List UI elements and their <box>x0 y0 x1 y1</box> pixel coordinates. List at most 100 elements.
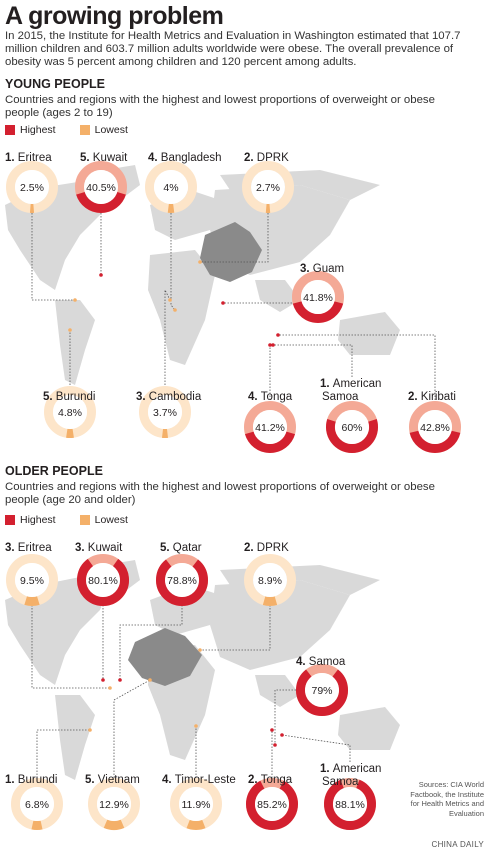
location-dot-kiribati <box>276 333 280 337</box>
donut-hole <box>333 787 367 821</box>
location-dot-dprk <box>198 648 202 652</box>
donut-value-arc <box>186 819 206 830</box>
location-dot-qatar <box>118 678 122 682</box>
donut-value-label: 78.8% <box>167 575 197 587</box>
rank-label: 4. <box>148 152 161 164</box>
legend-swatch-lowest <box>79 125 90 135</box>
country-name: DPRK <box>257 542 289 554</box>
country-name-line2: Samoa <box>322 776 359 788</box>
leader-lines <box>31 210 436 778</box>
country-name: Samoa <box>309 656 346 668</box>
donut-value-label: 41.8% <box>303 292 333 304</box>
country-label-samoa: 4. Samoa <box>296 656 346 668</box>
donut-hole <box>305 673 339 707</box>
donut-value-arc <box>244 431 296 453</box>
leader-line-american-samoa <box>281 734 351 762</box>
donut-hole <box>418 410 452 444</box>
country-label-guam: 3. Guam <box>300 263 344 275</box>
rank-label: 2. <box>244 542 257 554</box>
donut-burundi: 4.8% <box>44 386 96 439</box>
location-dot-tonga <box>270 728 274 732</box>
donut-value-label: 11.9% <box>182 799 211 811</box>
location-dot-burundi <box>68 328 72 332</box>
donut-value-arc <box>324 779 376 830</box>
section-title-young: YOUNG PEOPLE <box>5 77 106 91</box>
map-asia <box>210 580 350 670</box>
donut-value-arc <box>246 780 298 830</box>
legend-label-highest: Highest <box>20 124 56 136</box>
location-dot-eritrea <box>108 686 112 690</box>
donut-american-samoa: 60% <box>326 401 378 453</box>
rank-label: 4. <box>248 391 261 403</box>
location-dot-guam <box>221 301 225 305</box>
donut-kuwait: 40.5% <box>75 161 127 213</box>
donut-burundi: 6.8% <box>11 778 63 830</box>
country-name: Bangladesh <box>161 152 222 164</box>
donut-charts: 2.5% 1. Eritrea 40.5% 5. Kuwait 4% 4. Banglad… <box>5 152 461 830</box>
legend-swatch-highest <box>5 515 15 525</box>
donut-cambodia: 3.7% <box>139 386 191 438</box>
country-name: American <box>333 763 382 775</box>
country-name: Guam <box>313 263 344 275</box>
donut-value-label: 88.1% <box>335 799 365 811</box>
country-name: Burundi <box>18 774 58 786</box>
country-label-dprk: 2. DPRK <box>244 542 289 554</box>
legend-item-lowest: Lowest <box>79 514 128 526</box>
rank-label: 1. <box>320 763 333 775</box>
rank-label: 1. <box>320 378 333 390</box>
donut-hole <box>53 395 87 429</box>
donut-hole <box>253 410 287 444</box>
donut-value-label: 2.5% <box>20 182 44 194</box>
map-south-america <box>55 300 95 385</box>
country-name: Tonga <box>261 391 293 403</box>
donut-dprk: 8.9% <box>244 554 296 606</box>
donut-value-arc <box>103 819 125 830</box>
leader-line-samoa <box>274 689 296 745</box>
section-subtitle-older: Countries and regions with the highest a… <box>5 481 435 506</box>
donut-value-arc <box>24 596 40 606</box>
location-dot-samoa <box>273 743 277 747</box>
location-dot-eritrea <box>73 298 77 302</box>
rank-label: 3. <box>5 542 18 554</box>
country-label-qatar: 5. Qatar <box>160 542 202 554</box>
donut-value-label: 85.2% <box>257 799 287 811</box>
page-title: A growing problem <box>5 2 224 30</box>
map-china-highlight <box>128 628 202 686</box>
location-dot-american-samoa <box>280 733 284 737</box>
donut-kuwait: 80.1% <box>77 554 129 606</box>
donut-hole <box>301 280 335 314</box>
location-dot-dprk <box>198 260 202 264</box>
leader-line-bangladesh <box>170 210 176 311</box>
donut-value-arc <box>409 430 461 453</box>
leader-line-vietnam <box>113 679 151 778</box>
country-name: Burundi <box>56 391 96 403</box>
legend-swatch-highest <box>5 125 15 135</box>
rank-label: 4. <box>296 656 309 668</box>
leader-line-cambodia <box>164 289 171 388</box>
country-name: Kuwait <box>93 152 128 164</box>
leader-line-eritrea <box>31 210 75 301</box>
world-map-young <box>5 165 400 385</box>
location-dot-kuwait <box>101 678 105 682</box>
donut-value-label: 3.7% <box>153 407 177 419</box>
country-label-eritrea: 3. Eritrea <box>5 542 52 554</box>
map-southeast-asia <box>255 280 300 312</box>
legend-item-lowest: Lowest <box>79 124 128 136</box>
country-name: Kiribati <box>421 391 456 403</box>
rank-label: 2. <box>244 152 257 164</box>
donut-hole <box>335 410 369 444</box>
location-dot-tonga <box>268 343 272 347</box>
legend-item-highest: Highest <box>5 514 56 526</box>
donut-hole <box>165 563 199 597</box>
legend-older: Highest Lowest <box>5 514 152 526</box>
donut-value-arc <box>296 669 348 716</box>
section-subtitle-young: Countries and regions with the highest a… <box>5 94 435 119</box>
country-label-cambodia: 3. Cambodia <box>136 391 202 403</box>
donut-bangladesh: 4% <box>145 161 197 213</box>
section-title-older: OLDER PEOPLE <box>5 464 103 478</box>
legend-item-highest: Highest <box>5 124 56 136</box>
donut-value-label: 41.2% <box>255 422 285 434</box>
leader-line-american-samoa <box>273 344 353 377</box>
legend-label-lowest: Lowest <box>94 124 128 136</box>
country-name: Vietnam <box>98 774 140 786</box>
